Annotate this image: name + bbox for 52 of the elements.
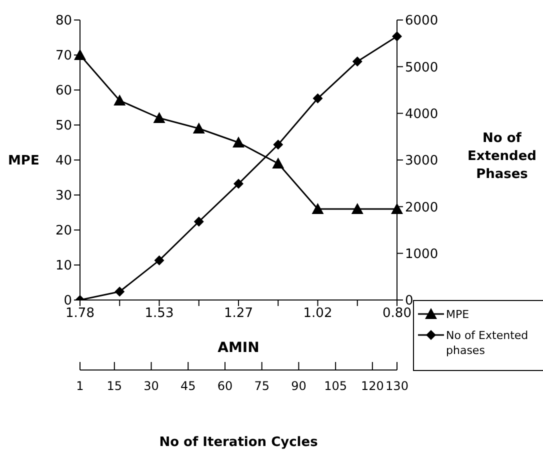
y2-tick-label: 0 xyxy=(405,294,414,309)
x-tick-label: 1.27 xyxy=(224,306,253,322)
point xyxy=(312,93,323,104)
point xyxy=(114,286,125,297)
y-tick-label: 50 xyxy=(55,118,72,134)
point xyxy=(114,94,126,106)
y-tick-label: 70 xyxy=(55,48,72,64)
x-axis-title: AMIN xyxy=(218,340,260,356)
point xyxy=(312,203,324,214)
x2-tick-label: 60 xyxy=(217,379,233,393)
y2-axis-title: No of Extended Phases xyxy=(468,131,536,182)
x-tick-label: 1.78 xyxy=(66,306,94,322)
point xyxy=(392,31,402,42)
y2-tick-label: 5000 xyxy=(405,60,438,76)
y-tick-label: 10 xyxy=(55,258,72,274)
point xyxy=(154,255,164,266)
x2-tick-label: 30 xyxy=(144,379,159,393)
point xyxy=(273,140,284,150)
y-tick-label: 30 xyxy=(55,188,72,204)
x2-tick-label: 90 xyxy=(291,379,306,393)
x2-tick-label: 45 xyxy=(180,379,196,393)
y-axis-title: MPE xyxy=(8,154,40,169)
y-tick-label: 0 xyxy=(64,294,72,309)
y2-tick-label: 6000 xyxy=(405,14,438,29)
x2-tick-label: 105 xyxy=(324,379,348,393)
x2-tick-label: 120 xyxy=(360,379,384,393)
y-tick-label: 20 xyxy=(55,224,72,239)
y2-tick-label: 3000 xyxy=(405,154,438,169)
point xyxy=(194,216,204,227)
y2-tick-label: 2000 xyxy=(405,200,438,216)
x2-axis-title: No of Iteration Cycles xyxy=(159,435,318,450)
x2-tick-label: 130 xyxy=(386,379,408,393)
y2-tick-label: 4000 xyxy=(405,106,438,122)
point xyxy=(153,112,166,123)
x-tick-label: 0.80 xyxy=(382,306,412,322)
y2-tick-label: 1000 xyxy=(405,246,438,262)
point xyxy=(352,56,362,67)
x2-tick-label: 75 xyxy=(254,379,270,393)
point xyxy=(351,203,364,214)
x-tick-label: 1.53 xyxy=(144,306,174,322)
y-tick-label: 80 xyxy=(55,14,72,29)
y-tick-label: 40 xyxy=(55,154,72,169)
legend-label: MPE xyxy=(446,307,470,322)
point xyxy=(232,136,244,148)
point xyxy=(272,158,284,168)
point xyxy=(234,178,244,189)
x2-tick-label: 1 xyxy=(76,379,84,393)
x2-tick-label: 15 xyxy=(106,379,122,393)
x-tick-label: 1.02 xyxy=(303,306,332,322)
legend-label: No of Extented phases xyxy=(446,328,530,358)
y-tick-label: 60 xyxy=(55,84,72,99)
point xyxy=(192,122,205,134)
